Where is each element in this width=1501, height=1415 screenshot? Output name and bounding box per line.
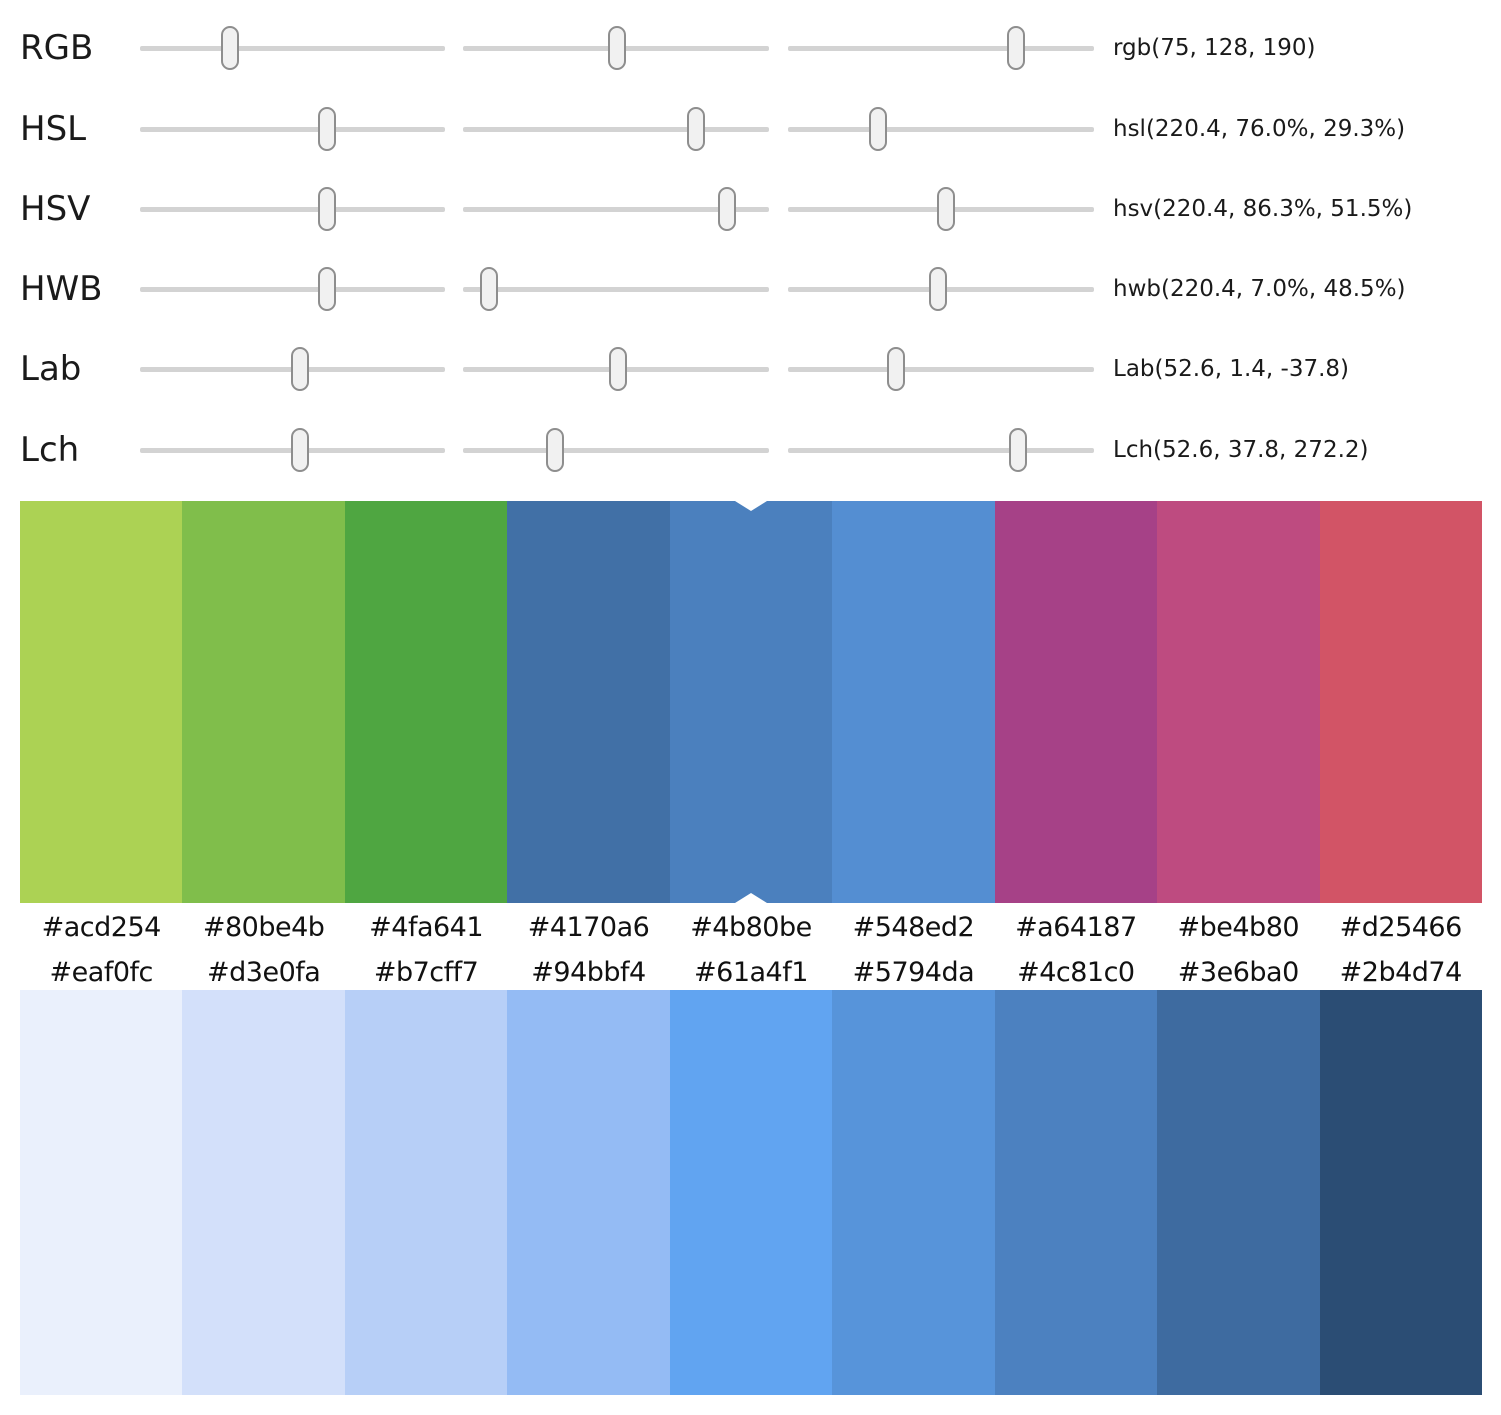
hsv-v-slider-track[interactable] bbox=[788, 187, 1094, 231]
lab-l-slider-thumb[interactable] bbox=[291, 347, 310, 391]
hsv-h-slider-thumb[interactable] bbox=[317, 187, 336, 231]
hsl-value-readout: hsl(220.4, 76.0%, 29.3%) bbox=[1113, 116, 1406, 142]
rgb-r-slider-thumb[interactable] bbox=[220, 26, 239, 70]
hex-label-eaf0fc: #eaf0fc bbox=[49, 956, 154, 988]
hwb-b-slider-track[interactable] bbox=[788, 267, 1094, 311]
palette-swatch-94bbf4[interactable] bbox=[507, 990, 670, 1395]
hex-label-3e6ba0: #3e6ba0 bbox=[1177, 956, 1299, 988]
palette-swatch-d3e0fa[interactable] bbox=[182, 990, 345, 1395]
hex-label-d25466: #d25466 bbox=[1339, 911, 1463, 943]
palette-swatch-b7cff7[interactable] bbox=[344, 990, 508, 1395]
palette-swatch-5794da[interactable] bbox=[832, 990, 995, 1395]
colorspace-label-hwb: HWB bbox=[20, 269, 103, 309]
hwb-w-slider-thumb[interactable] bbox=[480, 267, 498, 311]
lab-a-slider-track[interactable] bbox=[463, 347, 769, 391]
palette-swatch-eaf0fc[interactable] bbox=[20, 990, 183, 1395]
rgb-g-slider-track[interactable] bbox=[463, 26, 769, 70]
colorspace-label-hsl: HSL bbox=[20, 109, 87, 149]
lab-b-slider-thumb[interactable] bbox=[887, 347, 906, 391]
rgb-b-slider-track[interactable] bbox=[788, 26, 1094, 70]
palette-swatch-d25466[interactable] bbox=[1319, 501, 1482, 903]
hsl-h-slider-thumb[interactable] bbox=[317, 107, 336, 151]
hsv-v-slider-thumb[interactable] bbox=[936, 187, 955, 231]
lch-l-slider-track[interactable] bbox=[140, 428, 445, 472]
lch-l-slider-thumb[interactable] bbox=[291, 428, 310, 472]
palette-swatch-4b80be[interactable] bbox=[669, 501, 833, 903]
hsl-h-slider-track[interactable] bbox=[140, 107, 445, 151]
hex-label-b7cff7: #b7cff7 bbox=[373, 956, 479, 988]
lab-b-slider-track[interactable] bbox=[788, 347, 1094, 391]
hex-label-4170a6: #4170a6 bbox=[527, 911, 650, 943]
lch-h-slider-thumb[interactable] bbox=[1008, 428, 1027, 472]
hwb-h-slider-track[interactable] bbox=[140, 267, 445, 311]
hue-palette-strip bbox=[20, 501, 1482, 903]
selected-color-top-notch-icon bbox=[735, 501, 767, 511]
palette-swatch-4c81c0[interactable] bbox=[994, 990, 1158, 1395]
hex-label-5794da: #5794da bbox=[852, 956, 975, 988]
hsl-l-slider-track[interactable] bbox=[788, 107, 1094, 151]
rgb-g-slider-thumb[interactable] bbox=[607, 26, 626, 70]
hex-label-94bbf4: #94bbf4 bbox=[531, 956, 646, 988]
hsv-h-slider-track[interactable] bbox=[140, 187, 445, 231]
hex-label-4fa641: #4fa641 bbox=[369, 911, 484, 943]
hex-label-61a4f1: #61a4f1 bbox=[694, 956, 808, 988]
lch-h-slider-track[interactable] bbox=[788, 428, 1094, 472]
hex-label-be4b80: #be4b80 bbox=[1177, 911, 1300, 943]
colorspace-label-lch: Lch bbox=[20, 430, 80, 470]
hex-label-d3e0fa: #d3e0fa bbox=[207, 956, 321, 988]
palette-swatch-2b4d74[interactable] bbox=[1319, 990, 1482, 1395]
rgb-value-readout: rgb(75, 128, 190) bbox=[1113, 35, 1316, 61]
hwb-w-slider-track[interactable] bbox=[463, 267, 769, 311]
palette-swatch-a64187[interactable] bbox=[994, 501, 1158, 903]
hwb-b-slider-thumb[interactable] bbox=[928, 267, 947, 311]
hex-label-acd254: #acd254 bbox=[41, 911, 162, 943]
hue-palette-hex-labels: #acd254 #80be4b #4fa641 #4170a6 #4b80be #548e… bbox=[20, 905, 1482, 949]
hsv-s-slider-track[interactable] bbox=[463, 187, 769, 231]
lab-a-slider-thumb[interactable] bbox=[609, 347, 628, 391]
hsv-s-slider-thumb[interactable] bbox=[718, 187, 737, 231]
palette-swatch-be4b80[interactable] bbox=[1157, 501, 1320, 903]
slider-row-hsv: HSV hsv(220.4, 86.3%, 51.5%) bbox=[0, 169, 1501, 249]
slider-row-lab: Lab Lab(52.6, 1.4, -37.8) bbox=[0, 329, 1501, 409]
rgb-b-slider-thumb[interactable] bbox=[1006, 26, 1025, 70]
hex-label-4c81c0: #4c81c0 bbox=[1017, 956, 1135, 988]
hwb-value-readout: hwb(220.4, 7.0%, 48.5%) bbox=[1113, 276, 1406, 302]
slider-row-hsl: HSL hsl(220.4, 76.0%, 29.3%) bbox=[0, 89, 1501, 169]
colorspace-label-lab: Lab bbox=[20, 349, 82, 389]
hsl-l-slider-thumb[interactable] bbox=[868, 107, 887, 151]
lab-value-readout: Lab(52.6, 1.4, -37.8) bbox=[1113, 356, 1349, 382]
hex-label-2b4d74: #2b4d74 bbox=[1339, 956, 1463, 988]
selected-color-bottom-notch-icon bbox=[735, 893, 767, 903]
palette-swatch-548ed2[interactable] bbox=[832, 501, 995, 903]
lightness-palette-strip bbox=[20, 990, 1482, 1395]
palette-swatch-4170a6[interactable] bbox=[507, 501, 670, 903]
colorspace-label-rgb: RGB bbox=[20, 28, 94, 68]
hex-label-548ed2: #548ed2 bbox=[852, 911, 975, 943]
hex-label-80be4b: #80be4b bbox=[202, 911, 325, 943]
palette-swatch-acd254[interactable] bbox=[20, 501, 183, 903]
lch-c-slider-track[interactable] bbox=[463, 428, 769, 472]
palette-swatch-4fa641[interactable] bbox=[344, 501, 508, 903]
colorspace-label-hsv: HSV bbox=[20, 189, 91, 229]
lch-c-slider-thumb[interactable] bbox=[546, 428, 565, 472]
lab-l-slider-track[interactable] bbox=[140, 347, 445, 391]
hex-label-4b80be: #4b80be bbox=[690, 911, 812, 943]
lch-value-readout: Lch(52.6, 37.8, 272.2) bbox=[1113, 437, 1369, 463]
lightness-palette-hex-labels: #eaf0fc #d3e0fa #b7cff7 #94bbf4 #61a4f1 #5794… bbox=[20, 950, 1482, 994]
slider-row-rgb: RGB rgb(75, 128, 190) bbox=[0, 8, 1501, 88]
slider-row-lch: Lch Lch(52.6, 37.8, 272.2) bbox=[0, 410, 1501, 490]
palette-swatch-3e6ba0[interactable] bbox=[1157, 990, 1320, 1395]
palette-swatch-80be4b[interactable] bbox=[182, 501, 345, 903]
hsv-value-readout: hsv(220.4, 86.3%, 51.5%) bbox=[1113, 196, 1413, 222]
rgb-r-slider-track[interactable] bbox=[140, 26, 445, 70]
hsl-s-slider-track[interactable] bbox=[463, 107, 769, 151]
hwb-h-slider-thumb[interactable] bbox=[317, 267, 336, 311]
palette-swatch-61a4f1[interactable] bbox=[669, 990, 833, 1395]
hsl-s-slider-thumb[interactable] bbox=[686, 107, 705, 151]
slider-row-hwb: HWB hwb(220.4, 7.0%, 48.5%) bbox=[0, 249, 1501, 329]
hex-label-a64187: #a64187 bbox=[1015, 911, 1137, 943]
